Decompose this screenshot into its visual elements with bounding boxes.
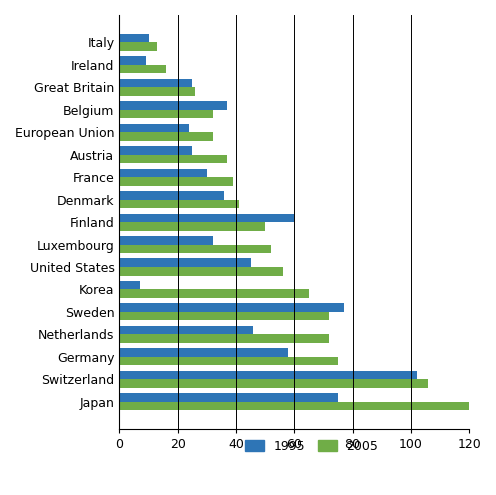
Legend: 1995, 2005: 1995, 2005 [240,435,383,458]
Bar [120,110,213,118]
Bar [120,258,250,267]
Bar [120,191,224,199]
Bar [120,65,166,73]
Bar [120,393,338,402]
Bar [120,43,157,51]
Bar [120,281,140,290]
Bar [120,245,271,253]
Bar [120,146,192,154]
Bar [120,303,344,312]
Bar [120,371,417,379]
Bar [120,334,329,343]
Bar [120,56,146,65]
Bar [120,101,227,110]
Bar [120,199,239,208]
Bar [120,124,189,132]
Bar [120,312,329,320]
Bar [120,79,192,87]
Bar [120,379,429,388]
Bar [120,326,253,334]
Bar [120,222,265,231]
Bar [120,34,148,43]
Bar [120,348,288,357]
Bar [120,267,283,276]
Bar [120,169,207,177]
Bar [120,213,294,222]
Bar [120,177,233,186]
Bar [120,87,195,96]
Bar [120,236,213,245]
Bar [120,357,338,365]
Bar [120,402,469,410]
Bar [120,132,213,141]
Bar [120,290,309,298]
Bar [120,154,227,163]
